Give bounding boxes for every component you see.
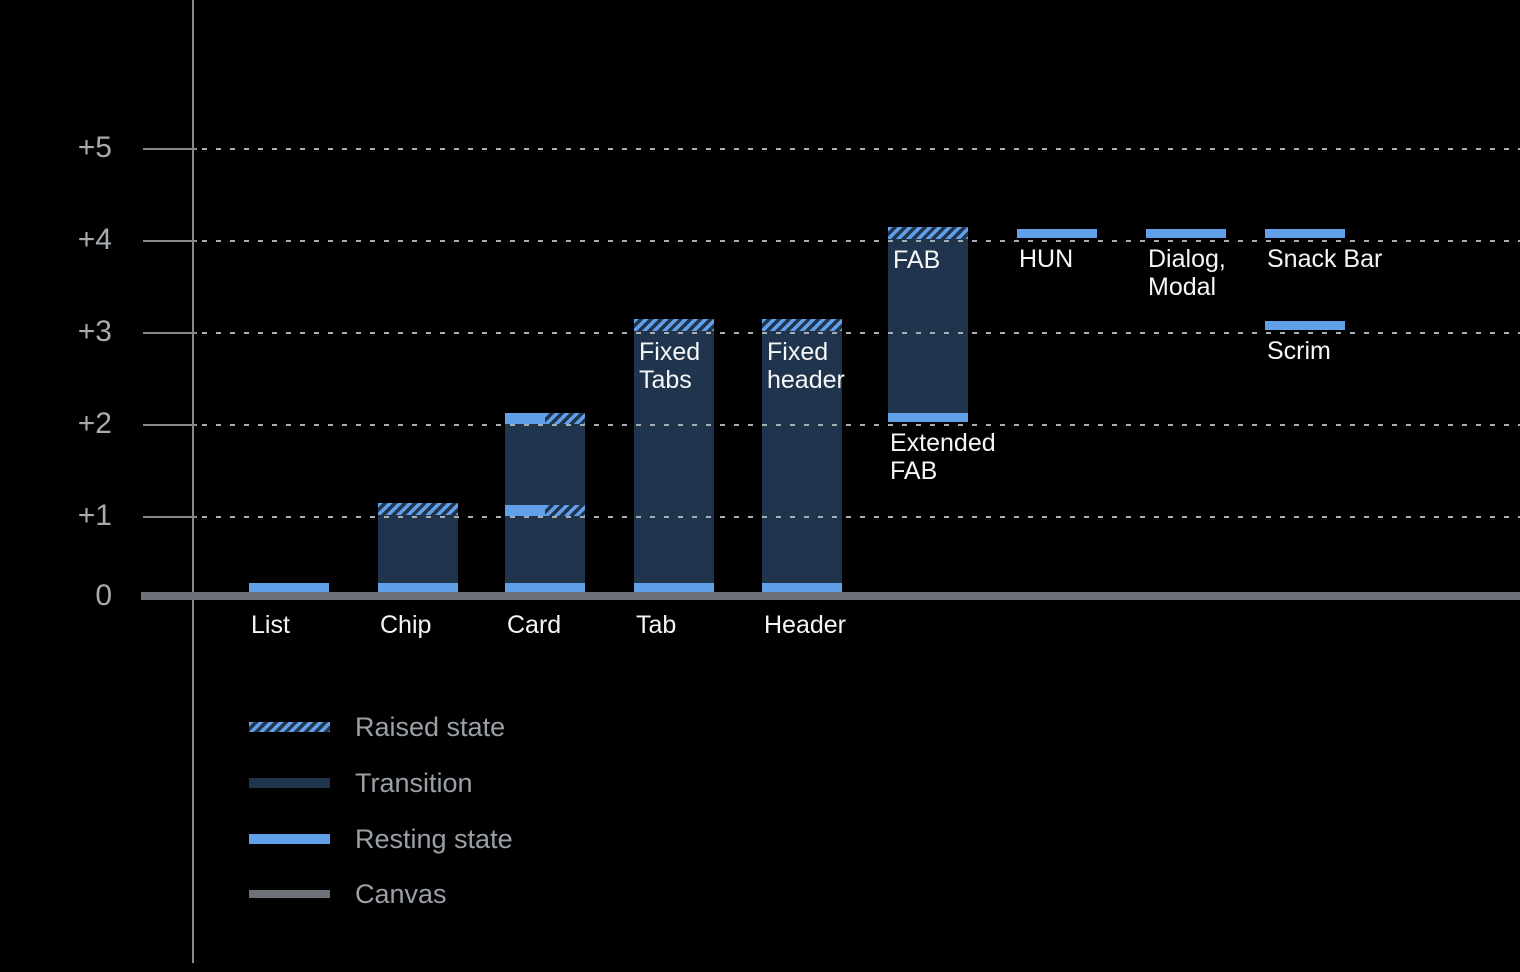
bar-inner-label-line: Fixed xyxy=(639,338,701,366)
gridline-4 xyxy=(202,240,1520,242)
gridline-1 xyxy=(202,516,1520,518)
y-tick-mark-2 xyxy=(143,424,197,426)
bar-label: Tab xyxy=(636,611,676,639)
y-tick-mark-3 xyxy=(143,332,197,334)
bar-segment-resting xyxy=(1017,229,1097,238)
bar-segment-raised-state xyxy=(888,227,968,239)
bar-label-line: Extended xyxy=(890,429,996,457)
bar-inner-label-line: header xyxy=(767,366,845,394)
bar-segment-transition xyxy=(505,516,585,583)
bar-label-line: Snack Bar xyxy=(1267,245,1383,273)
bar-segment-raised-state xyxy=(634,319,714,331)
bar-label: Chip xyxy=(380,611,431,639)
y-tick-label-4: +4 xyxy=(77,223,112,256)
legend-swatch-transition xyxy=(249,778,330,788)
bar-segment-transition xyxy=(762,331,842,583)
bar-segment-raised-state xyxy=(378,503,458,515)
bar-inner-label: Fixed Tabs xyxy=(639,338,700,394)
bar-segment-transition xyxy=(378,515,458,583)
legend-label-resting: Resting state xyxy=(355,824,513,854)
bar-segment-resting xyxy=(505,413,545,424)
bar-label: Card xyxy=(507,611,561,639)
bar-label-line: Tab xyxy=(636,611,677,639)
gridline-2 xyxy=(202,424,1520,426)
bar-segment-resting xyxy=(762,583,842,592)
bar-segment-resting xyxy=(1265,229,1345,238)
bar-label: Header xyxy=(764,611,846,639)
y-tick-mark-4 xyxy=(143,240,197,242)
bar-label-line: Chip xyxy=(380,611,432,639)
y-axis-line xyxy=(192,0,194,963)
bar-inner-label-line: FAB xyxy=(893,246,941,274)
bar-label-line: Dialog, xyxy=(1148,245,1226,273)
legend-swatch-resting xyxy=(249,834,330,844)
bar-label-line: Modal xyxy=(1148,273,1217,301)
bar-segment-resting xyxy=(378,583,458,592)
y-tick-label-2: +2 xyxy=(77,407,112,440)
bar-label: Dialog, Modal xyxy=(1148,245,1226,301)
bar-segment-resting xyxy=(249,583,329,592)
bar-label-line: Card xyxy=(507,611,562,639)
legend-swatch-canvas xyxy=(249,890,330,898)
gridline-3 xyxy=(202,332,1520,334)
bar-segment-raised-state xyxy=(762,319,842,331)
gridline-5 xyxy=(202,148,1520,150)
bar-segment-resting xyxy=(505,505,545,516)
y-tick-mark-5 xyxy=(143,148,197,150)
bar-label: Scrim xyxy=(1267,337,1331,365)
bar-inner-label: Fixed header xyxy=(767,338,845,394)
bar-segment-raised-state xyxy=(545,505,585,516)
y-tick-label-3: +3 xyxy=(77,315,112,348)
bar-label-line: HUN xyxy=(1019,245,1074,273)
canvas-baseline xyxy=(141,592,1520,600)
y-tick-label-0: 0 xyxy=(95,579,112,612)
bar-segment-resting xyxy=(1146,229,1226,238)
y-tick-label-5: +5 xyxy=(77,131,112,164)
bar-segment-resting xyxy=(505,583,585,592)
y-tick-mark-1 xyxy=(143,516,197,518)
bar-inner-label: FAB xyxy=(893,246,940,274)
legend-label-raised: Raised state xyxy=(355,712,506,742)
bar-segment-resting xyxy=(634,583,714,592)
bar-label: List xyxy=(251,611,290,639)
bar-label-line: List xyxy=(251,611,290,639)
bar-label: Snack Bar xyxy=(1267,245,1382,273)
bar-label-line: FAB xyxy=(890,457,938,485)
bar-inner-label-line: Tabs xyxy=(639,366,692,394)
bar-segment-raised-state xyxy=(545,413,585,424)
bar-segment-transition xyxy=(505,424,585,505)
bar-segment-transition xyxy=(634,331,714,583)
bar-segment-transition xyxy=(888,239,968,413)
bar-label: Extended FAB xyxy=(890,429,996,485)
y-tick-label-1: +1 xyxy=(77,499,112,532)
bar-segment-resting xyxy=(888,413,968,422)
bar-label-line: Scrim xyxy=(1267,337,1331,365)
bar-label: HUN xyxy=(1019,245,1073,273)
bar-segment-resting xyxy=(1265,321,1345,330)
bar-inner-label-line: Fixed xyxy=(767,338,829,366)
legend-label-canvas: Canvas xyxy=(355,879,447,909)
legend-swatch-raised xyxy=(249,722,330,732)
bar-label-line: Header xyxy=(764,611,846,639)
legend-label-transition: Transition xyxy=(355,768,473,798)
